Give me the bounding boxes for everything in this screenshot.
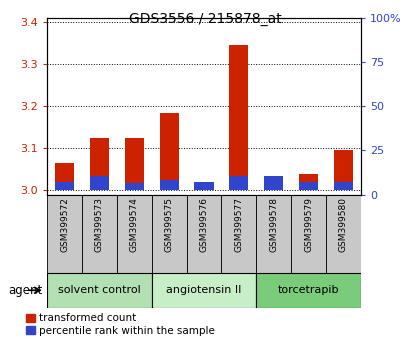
Bar: [55, 182, 74, 190]
Text: torcetrapib: torcetrapib: [277, 285, 339, 295]
Text: GSM399574: GSM399574: [130, 197, 138, 252]
Text: solvent control: solvent control: [58, 285, 140, 295]
Bar: [229, 45, 248, 190]
Bar: [333, 182, 352, 190]
Text: angiotensin II: angiotensin II: [166, 285, 241, 295]
Text: GSM399580: GSM399580: [338, 197, 347, 252]
Bar: [47, 195, 82, 273]
Bar: [151, 195, 186, 273]
Text: GSM399573: GSM399573: [95, 197, 103, 252]
Bar: [159, 113, 178, 190]
Bar: [221, 195, 256, 273]
Bar: [298, 182, 317, 190]
Text: GSM399579: GSM399579: [303, 197, 312, 252]
Text: agent: agent: [8, 284, 43, 297]
Bar: [55, 163, 74, 190]
Bar: [47, 273, 151, 308]
Text: GSM399578: GSM399578: [269, 197, 277, 252]
Bar: [124, 138, 144, 190]
Bar: [229, 176, 248, 190]
Bar: [82, 195, 117, 273]
Bar: [90, 138, 109, 190]
Bar: [117, 195, 151, 273]
Text: GSM399577: GSM399577: [234, 197, 243, 252]
Text: GSM399576: GSM399576: [199, 197, 208, 252]
Bar: [194, 184, 213, 190]
Bar: [256, 195, 290, 273]
Text: GSM399575: GSM399575: [164, 197, 173, 252]
Bar: [298, 173, 317, 190]
Bar: [151, 273, 256, 308]
Text: GDS3556 / 215878_at: GDS3556 / 215878_at: [128, 12, 281, 27]
Bar: [256, 273, 360, 308]
Bar: [159, 180, 178, 190]
Legend: transformed count, percentile rank within the sample: transformed count, percentile rank withi…: [26, 313, 215, 336]
Bar: [325, 195, 360, 273]
Bar: [290, 195, 325, 273]
Bar: [90, 176, 109, 190]
Text: GSM399572: GSM399572: [60, 197, 69, 252]
Bar: [194, 182, 213, 190]
Bar: [263, 176, 283, 190]
Bar: [124, 183, 144, 190]
Bar: [333, 150, 352, 190]
Bar: [186, 195, 221, 273]
